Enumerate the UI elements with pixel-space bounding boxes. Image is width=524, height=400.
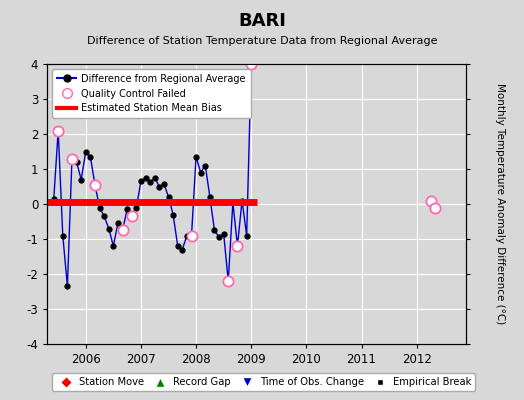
Point (224, 278, 233, 284)
Point (247, 61, 255, 67)
Legend: Difference from Regional Average, Quality Control Failed, Estimated Station Mean: Difference from Regional Average, Qualit… (52, 69, 250, 118)
Point (118, 227, 127, 234)
Point (127, 213, 136, 220)
Text: Berkeley Earth: Berkeley Earth (392, 381, 469, 391)
Point (431, 204, 439, 211)
Point (91, 182, 99, 188)
Point (233, 243, 242, 249)
Point (68, 155, 76, 162)
Point (187, 232, 195, 239)
Point (54, 127, 62, 134)
Text: Difference of Station Temperature Data from Regional Average: Difference of Station Temperature Data f… (87, 36, 437, 46)
Text: BARI: BARI (238, 12, 286, 30)
Y-axis label: Monthly Temperature Anomaly Difference (°C): Monthly Temperature Anomaly Difference (… (495, 83, 505, 325)
Legend: Station Move, Record Gap, Time of Obs. Change, Empirical Break: Station Move, Record Gap, Time of Obs. C… (52, 373, 475, 391)
Point (427, 197, 435, 204)
